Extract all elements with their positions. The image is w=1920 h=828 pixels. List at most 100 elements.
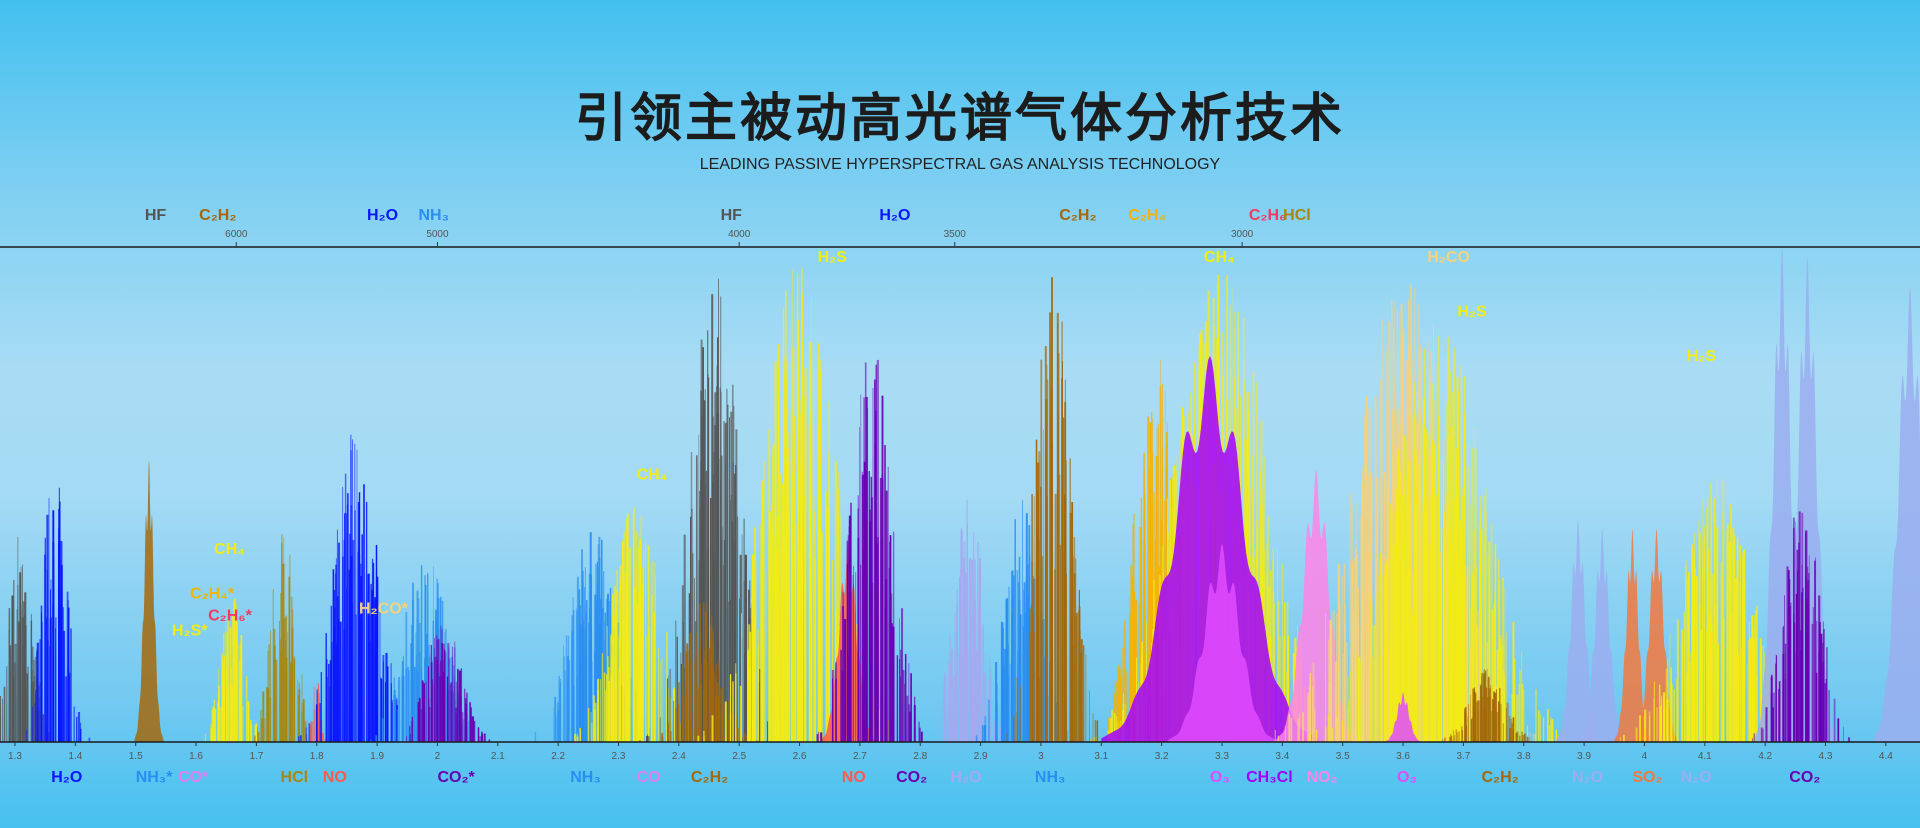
x-tick-label: 2.4	[672, 751, 686, 762]
x-tick-label: 3.6	[1396, 751, 1410, 762]
band-o3	[1384, 692, 1422, 742]
x-tick-label: 2.9	[974, 751, 988, 762]
x-tick-label: 2.5	[732, 751, 746, 762]
band-annotation: CH₄	[1204, 249, 1235, 266]
x-tick-label: 3	[1038, 751, 1044, 762]
x-tick-label: 3.4	[1275, 751, 1289, 762]
top-gas-label: HF	[721, 207, 743, 224]
band-co2	[816, 359, 923, 742]
bottom-gas-label: CO₂	[1789, 769, 1820, 786]
bottom-gas-label: NO	[842, 769, 866, 786]
band-area	[1167, 544, 1277, 742]
bottom-gas-label: H₂O	[51, 769, 82, 786]
x-tick-label: 3.8	[1517, 751, 1531, 762]
x-tick-label: 3.5	[1336, 751, 1350, 762]
band-annotation: H₂S	[1687, 348, 1717, 365]
band-so2	[1614, 529, 1651, 742]
x-tick-label: 2.2	[551, 751, 565, 762]
x-tick-label: 2.3	[612, 751, 626, 762]
top-tick-label: 3000	[1231, 229, 1254, 240]
x-tick-label: 1.6	[189, 751, 203, 762]
top-tick-label: 3500	[944, 229, 967, 240]
band-annotation: H₂S*	[172, 623, 208, 640]
x-tick-label: 1.7	[249, 751, 263, 762]
band-annotation: C₂H₄*	[190, 585, 235, 602]
band-n2o	[1778, 256, 1837, 742]
page-subtitle: LEADING PASSIVE HYPERSPECTRAL GAS ANALYS…	[699, 156, 1221, 173]
band-hcl	[254, 534, 318, 742]
x-tick-label: 1.3	[8, 751, 22, 762]
bottom-gas-label: N₂O	[1681, 769, 1712, 786]
top-gas-label: NH₃	[418, 207, 449, 224]
band-h2s	[697, 267, 890, 742]
bottom-gas-label: O₃	[1397, 769, 1417, 786]
x-tick-label: 1.9	[370, 751, 384, 762]
x-tick-label: 3.1	[1094, 751, 1108, 762]
band-n2o	[1873, 286, 1920, 742]
top-gas-label: H₂O	[367, 207, 398, 224]
band-area	[1873, 286, 1920, 742]
band-area	[134, 459, 164, 742]
x-tick-label: 4.1	[1698, 751, 1712, 762]
bottom-gas-label: NH₃	[1035, 769, 1066, 786]
band-annotation: CH₄	[637, 467, 668, 484]
band-annotation: CH₄	[214, 541, 245, 558]
band-nh3	[975, 499, 1068, 742]
band-ch3cl	[1101, 355, 1319, 742]
bottom-gas-label: C₂H₂	[1482, 769, 1519, 786]
x-tick-label: 1.5	[129, 751, 143, 762]
band-n2o	[1556, 519, 1600, 742]
top-tick-label: 6000	[225, 229, 248, 240]
band-o3	[1167, 544, 1277, 742]
band-h2o	[26, 487, 91, 742]
x-tick-label: 4.2	[1758, 751, 1772, 762]
band-c2h2	[1006, 277, 1099, 742]
band-annotation: H₂S	[818, 249, 848, 266]
bottom-gas-label: SO₂	[1632, 769, 1662, 786]
band-ch4	[204, 598, 265, 742]
band-n2o	[1580, 529, 1624, 742]
x-tick-label: 2	[435, 751, 441, 762]
band-area	[1614, 529, 1651, 742]
bottom-gas-label: NO₂	[1306, 769, 1337, 786]
top-gas-label: C₂H₂	[1059, 207, 1096, 224]
band-h2s	[1619, 478, 1812, 742]
top-gas-label: C₂H₂	[199, 207, 236, 224]
x-tick-label: 2.8	[913, 751, 927, 762]
band-annotation: H₂CO*	[359, 600, 409, 617]
bottom-gas-label: N₂O	[1572, 769, 1603, 786]
band-co2	[1752, 511, 1851, 742]
band-no	[309, 683, 326, 742]
band-area	[1556, 519, 1600, 742]
x-tick-label: 2.1	[491, 751, 505, 762]
bottom-gas-label: NH₃	[570, 769, 601, 786]
band-annotation: H₂CO	[1427, 249, 1470, 266]
band-h2o_light	[922, 499, 1006, 742]
x-tick-label: 3.2	[1155, 751, 1169, 762]
bottom-gas-label: HCl	[281, 769, 309, 786]
x-tick-label: 2.7	[853, 751, 867, 762]
band-annotation: C₂H₆*	[208, 608, 252, 625]
bottom-gas-label: CO₂*	[437, 769, 475, 786]
top-gas-label: C₂H₆	[1249, 207, 1286, 224]
bottom-gas-label: CO*	[178, 769, 209, 786]
x-tick-label: 2.6	[793, 751, 807, 762]
top-tick-label: 5000	[426, 229, 449, 240]
bottom-gas-label: O₃	[1210, 769, 1230, 786]
band-annotation: H₂S	[1457, 303, 1487, 320]
band-ch4	[574, 507, 705, 742]
bottom-gas-label: H₂O	[950, 769, 981, 786]
band-area	[1580, 529, 1624, 742]
bottom-gas-label: CO₂	[896, 769, 927, 786]
top-tick-label: 4000	[728, 229, 751, 240]
band-area	[1384, 692, 1422, 742]
x-tick-label: 3.3	[1215, 751, 1229, 762]
band-h2s	[1308, 324, 1566, 742]
top-gas-label: HF	[145, 207, 167, 224]
bottom-gas-label: CO	[637, 769, 661, 786]
x-tick-label: 3.9	[1577, 751, 1591, 762]
x-tick-label: 1.8	[310, 751, 324, 762]
bottom-gas-label: NO	[323, 769, 347, 786]
band-c2h2	[134, 459, 164, 742]
